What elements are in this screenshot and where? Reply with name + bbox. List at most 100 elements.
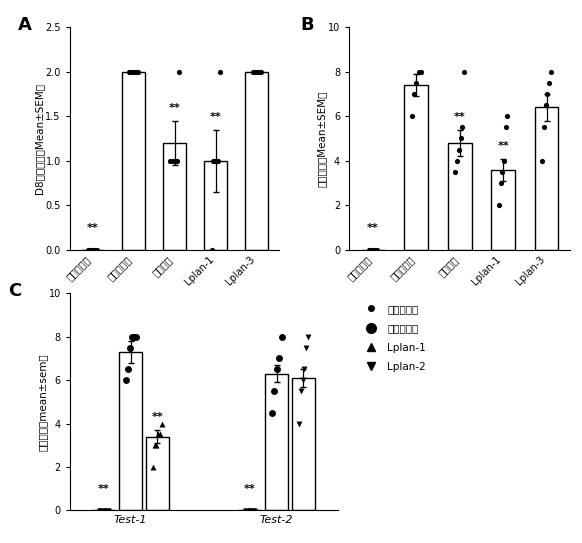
- Point: [129, 332, 139, 341]
- Text: **: **: [367, 223, 379, 233]
- Point: [131, 332, 140, 341]
- Point: [416, 67, 425, 76]
- Text: **: **: [454, 112, 466, 122]
- Point: [267, 408, 276, 417]
- Y-axis label: D8腹泻评分（Mean±SEM）: D8腹泻评分（Mean±SEM）: [34, 83, 44, 194]
- Point: [126, 67, 136, 76]
- Text: **: **: [87, 223, 98, 233]
- Point: [133, 67, 142, 76]
- Point: [214, 156, 223, 165]
- Point: [248, 506, 257, 515]
- Point: [371, 245, 380, 254]
- Point: [544, 78, 553, 87]
- Point: [540, 123, 549, 131]
- Point: [158, 419, 167, 428]
- Point: [294, 419, 303, 428]
- Point: [498, 167, 507, 176]
- Point: [364, 245, 374, 254]
- Point: [372, 245, 382, 254]
- Point: [414, 67, 423, 76]
- Text: C: C: [8, 282, 22, 300]
- Point: [459, 67, 469, 76]
- Point: [130, 67, 139, 76]
- Point: [88, 245, 98, 254]
- Point: [150, 441, 159, 450]
- Point: [499, 156, 509, 165]
- Point: [250, 506, 260, 515]
- Point: [168, 156, 177, 165]
- Point: [453, 156, 462, 165]
- Bar: [204, 161, 227, 250]
- Y-axis label: 腹泻总分（mean±sem）: 腹泻总分（mean±sem）: [37, 353, 47, 451]
- Point: [128, 67, 137, 76]
- Y-axis label: 腹泻总分（Mean±SEM）: 腹泻总分（Mean±SEM）: [317, 90, 327, 187]
- Point: [369, 245, 378, 254]
- Point: [501, 123, 510, 131]
- Text: **: **: [98, 484, 110, 494]
- Point: [156, 430, 165, 439]
- Point: [411, 78, 421, 87]
- Point: [455, 145, 464, 154]
- Point: [92, 245, 101, 254]
- Point: [172, 156, 182, 165]
- Point: [275, 354, 284, 363]
- Point: [541, 100, 551, 109]
- Point: [256, 67, 265, 76]
- Point: [90, 245, 100, 254]
- Bar: [122, 72, 145, 250]
- Point: [87, 245, 96, 254]
- Point: [123, 365, 133, 374]
- Point: [210, 156, 219, 165]
- Legend: 正常对照组, 模型对照组, Lplan-1, Lplan-2: 正常对照组, 模型对照组, Lplan-1, Lplan-2: [360, 304, 426, 372]
- Point: [250, 67, 260, 76]
- Point: [254, 67, 264, 76]
- Point: [546, 67, 555, 76]
- Point: [496, 179, 505, 187]
- Bar: [448, 143, 471, 250]
- Point: [407, 112, 417, 121]
- Text: **: **: [169, 103, 180, 113]
- Point: [456, 134, 465, 143]
- Point: [538, 156, 547, 165]
- Point: [503, 112, 512, 121]
- Point: [451, 167, 460, 176]
- Point: [102, 506, 111, 515]
- Bar: [292, 378, 315, 510]
- Point: [148, 463, 157, 471]
- Point: [208, 156, 218, 165]
- Point: [410, 90, 419, 98]
- Point: [272, 365, 281, 374]
- Point: [86, 245, 95, 254]
- Bar: [119, 352, 142, 510]
- Bar: [404, 85, 428, 250]
- Point: [207, 245, 217, 254]
- Text: **: **: [210, 112, 222, 122]
- Bar: [491, 169, 515, 250]
- Point: [366, 245, 375, 254]
- Point: [170, 156, 179, 165]
- Bar: [265, 374, 288, 510]
- Point: [457, 123, 467, 131]
- Point: [97, 506, 106, 515]
- Point: [298, 376, 307, 384]
- Text: A: A: [17, 16, 31, 34]
- Bar: [146, 437, 169, 510]
- Point: [152, 441, 161, 450]
- Bar: [535, 108, 559, 250]
- Point: [245, 506, 254, 515]
- Point: [127, 332, 136, 341]
- Point: [174, 67, 183, 76]
- Text: B: B: [300, 16, 314, 34]
- Point: [121, 376, 130, 384]
- Point: [277, 332, 286, 341]
- Point: [301, 343, 311, 352]
- Point: [215, 67, 225, 76]
- Point: [367, 245, 377, 254]
- Point: [100, 506, 109, 515]
- Point: [269, 387, 279, 395]
- Point: [94, 506, 104, 515]
- Point: [125, 67, 134, 76]
- Point: [243, 506, 252, 515]
- Point: [248, 67, 257, 76]
- Text: **: **: [244, 484, 256, 494]
